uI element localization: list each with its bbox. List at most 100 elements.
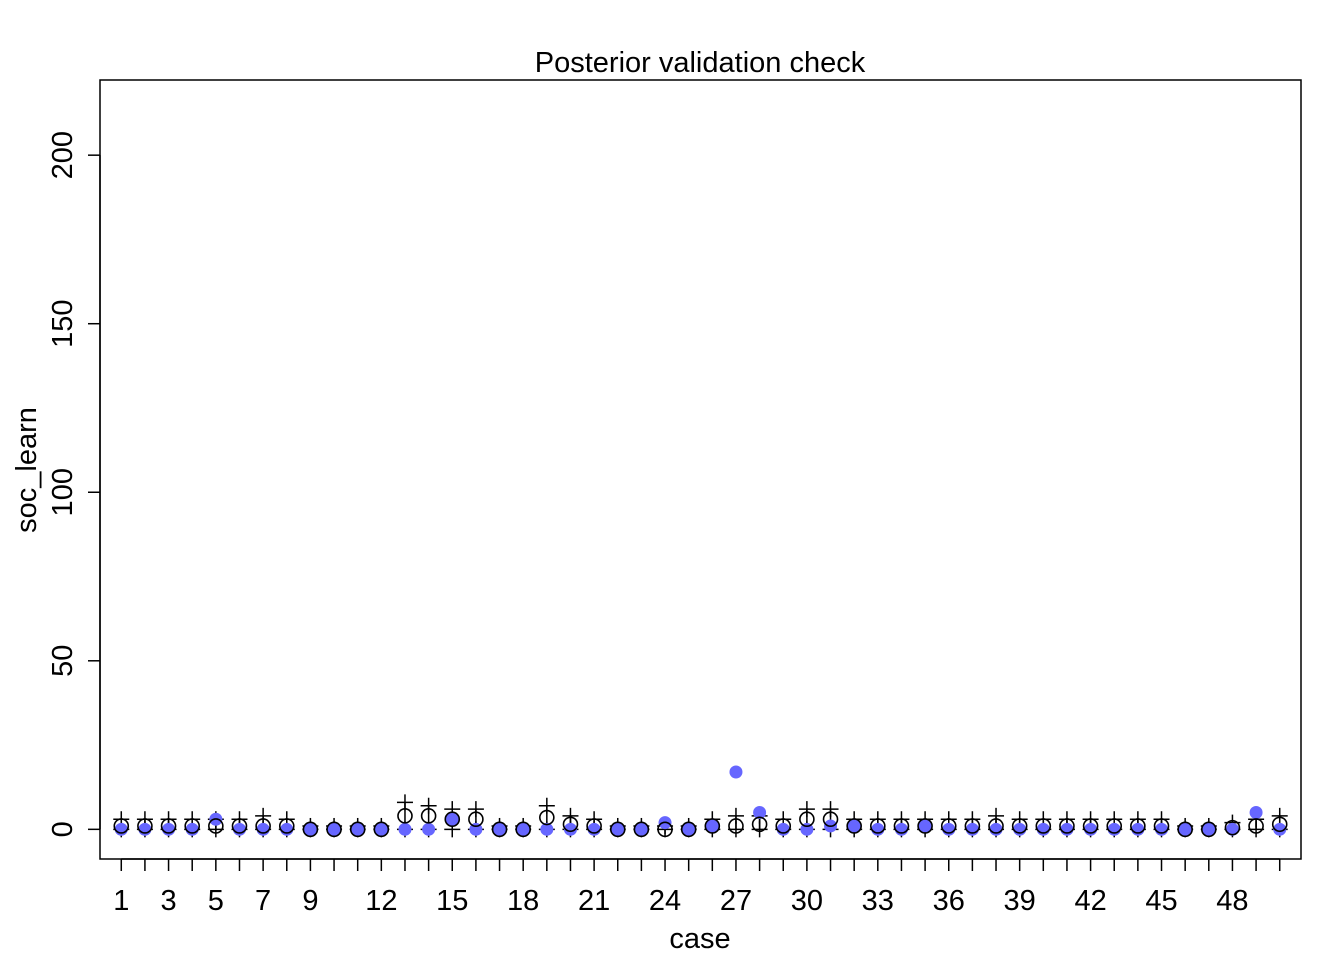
x-tick-label: 33: [862, 885, 894, 917]
mean-point: [113, 818, 130, 834]
observed-point: [587, 822, 601, 836]
observed-point: [422, 822, 436, 836]
observed-point: [847, 819, 861, 833]
observed-point: [611, 822, 625, 836]
x-axis-label: case: [669, 923, 730, 955]
observed-point: [1107, 822, 1121, 836]
mean-point: [208, 818, 224, 834]
x-tick-label: 3: [160, 885, 176, 917]
mean-point: [468, 811, 484, 828]
observed-point: [1131, 822, 1145, 836]
mean-point: [1271, 816, 1288, 833]
x-tick-label: 45: [1145, 885, 1177, 917]
x-tick-label: 42: [1074, 885, 1106, 917]
observed-point: [1273, 822, 1287, 836]
observed-point: [540, 822, 554, 836]
x-tick-label: 39: [1004, 885, 1036, 917]
observed-point: [634, 822, 648, 836]
mean-point: [728, 818, 744, 834]
y-tick-label: 0: [47, 821, 79, 837]
observed-point: [114, 822, 128, 836]
observed-point: [185, 822, 199, 836]
mean-point: [964, 818, 981, 834]
mean-point: [1248, 818, 1264, 834]
observed-point: [1249, 805, 1263, 819]
mean-point: [1106, 818, 1123, 834]
observed-point: [729, 765, 743, 779]
observed-point: [303, 822, 317, 836]
x-tick-label: 15: [436, 885, 468, 917]
plot-area-frame: [99, 79, 1302, 860]
x-tick-label: 18: [507, 885, 539, 917]
mean-point: [539, 809, 555, 826]
mean-point: [775, 818, 792, 834]
x-tick-label: 27: [720, 885, 752, 917]
y-tick-label: 50: [47, 645, 79, 677]
observed-point: [989, 822, 1003, 836]
y-tick-label: 100: [47, 468, 79, 516]
mean-point: [1059, 818, 1075, 834]
x-tick-label: 48: [1216, 885, 1248, 917]
mean-point: [1130, 818, 1146, 834]
y-tick-label: 150: [47, 300, 79, 348]
observed-point: [942, 822, 956, 836]
mean-point: [302, 821, 319, 838]
mean-point: [184, 818, 201, 834]
mean-point: [609, 821, 626, 838]
mean-point: [137, 818, 153, 834]
mean-point: [704, 818, 721, 834]
mean-point: [255, 818, 271, 834]
mean-point: [1082, 818, 1099, 834]
observed-point: [871, 822, 885, 836]
observed-point: [1013, 822, 1027, 836]
observed-point: [493, 822, 507, 836]
observed-point: [918, 819, 932, 833]
mean-point: [657, 821, 673, 838]
mean-point: [870, 818, 886, 834]
mean-point: [491, 821, 508, 838]
mean-point: [917, 818, 933, 834]
mean-point: [680, 821, 697, 838]
observed-point: [1155, 822, 1169, 836]
observed-point: [894, 822, 908, 836]
mean-point: [1011, 818, 1028, 834]
mean-point: [586, 818, 602, 834]
mean-point: [1035, 818, 1052, 834]
observed-point: [753, 805, 767, 819]
mean-point: [822, 811, 839, 828]
observed-points: [114, 765, 1287, 836]
mean-point: [1224, 819, 1241, 836]
y-axis-label: soc_learn: [11, 407, 43, 533]
observed-point: [776, 822, 790, 836]
x-axis: 1 3 5 7 9 12 15 18 21 24 27 30 33 36 39 42 45 48: [113, 858, 1281, 917]
x-tick-label: 7: [255, 885, 271, 917]
observed-point: [1060, 822, 1074, 836]
mean-point: [373, 821, 390, 838]
chart-title: Posterior validation check: [535, 47, 866, 79]
mean-point: [326, 821, 342, 838]
observed-point: [965, 822, 979, 836]
observed-point: [256, 822, 270, 836]
observed-point: [1202, 822, 1216, 836]
x-tick-label: 21: [578, 885, 610, 917]
mean-point: [1177, 821, 1193, 838]
x-tick-label: 5: [208, 885, 224, 917]
y-axis: 0 50 100 150 200: [47, 131, 101, 837]
observed-point: [374, 822, 388, 836]
mean-point: [1200, 821, 1217, 838]
observed-point: [563, 822, 577, 836]
observed-point: [280, 822, 294, 836]
mean-point: [231, 818, 248, 834]
mean-point: [988, 818, 1004, 834]
mean-point: [515, 821, 531, 838]
x-tick-label: 24: [649, 885, 681, 917]
observed-point: [398, 822, 412, 836]
observed-point: [162, 822, 176, 836]
mean-point: [562, 816, 579, 833]
observed-point: [1178, 822, 1192, 836]
mean-point: [751, 816, 768, 833]
observed-point: [1225, 822, 1239, 836]
mean-point: [444, 811, 461, 828]
observed-point: [232, 822, 246, 836]
